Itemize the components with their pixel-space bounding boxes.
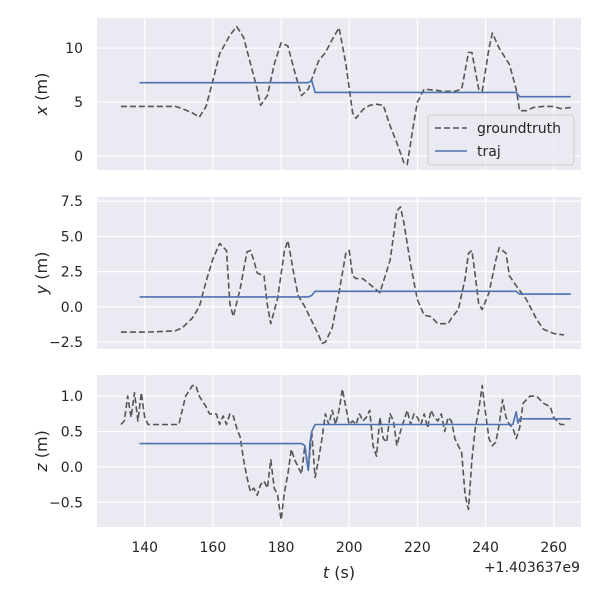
y-ylabel: y (m) [32,252,51,296]
x-ylabel: x (m) [32,73,51,117]
x-traj-line [139,79,571,98]
xtick-label: 180 [268,540,295,556]
z-ytick-label: 0.5 [61,425,83,441]
x-series [120,25,571,166]
y-plot-area [97,197,581,349]
y-ytick-label: 2.5 [61,265,83,281]
z-plot-area [97,375,581,527]
xtick-label: 140 [131,540,158,556]
z-ytick-label: −0.5 [49,495,83,511]
xtick-label: 200 [336,540,363,556]
y-subplot: −2.5 0.0 2.5 5.0 7.5 y (m) [32,194,581,351]
shared-xtick-labels: 140 160 180 200 220 240 260 [131,540,567,556]
z-groundtruth-line [120,384,568,521]
z-ytick-label: 1.0 [61,389,83,405]
z-series [120,384,571,521]
y-ytick-label: 5.0 [61,229,83,245]
legend-groundtruth-label: groundtruth [477,121,561,137]
y-traj-line [139,290,571,298]
y-gridlines [97,197,581,349]
x-ytick-label: 10 [65,41,83,57]
z-ytick-label: 0.0 [61,460,83,476]
y-ytick-labels: −2.5 0.0 2.5 5.0 7.5 [49,194,83,351]
y-groundtruth-line [120,206,565,345]
xtick-label: 240 [472,540,499,556]
legend-traj-label: traj [477,144,501,160]
x-ytick-label: 5 [74,95,83,111]
shared-xlabel: t (s) [323,563,355,582]
xtick-label: 160 [200,540,227,556]
z-subplot: −0.5 0.0 0.5 1.0 z (m) [32,375,581,527]
z-traj-line [139,411,571,472]
y-series [120,206,571,345]
x-offset-text: +1.403637e9 [484,560,580,576]
z-ytick-labels: −0.5 0.0 0.5 1.0 [49,389,83,511]
x-ytick-label: 0 [74,149,83,165]
x-groundtruth-line [120,25,571,166]
y-ytick-label: 0.0 [61,300,83,316]
y-ytick-label: −2.5 [49,335,83,351]
x-subplot: 0 5 10 x (m) groundtruth traj [32,18,581,170]
z-gridlines [97,375,581,527]
xtick-label: 260 [540,540,567,556]
x-ytick-labels: 0 5 10 [65,41,83,165]
xtick-label: 220 [404,540,431,556]
legend: groundtruth traj [427,114,575,166]
y-ytick-label: 7.5 [61,194,83,210]
z-ylabel: z (m) [32,430,51,473]
